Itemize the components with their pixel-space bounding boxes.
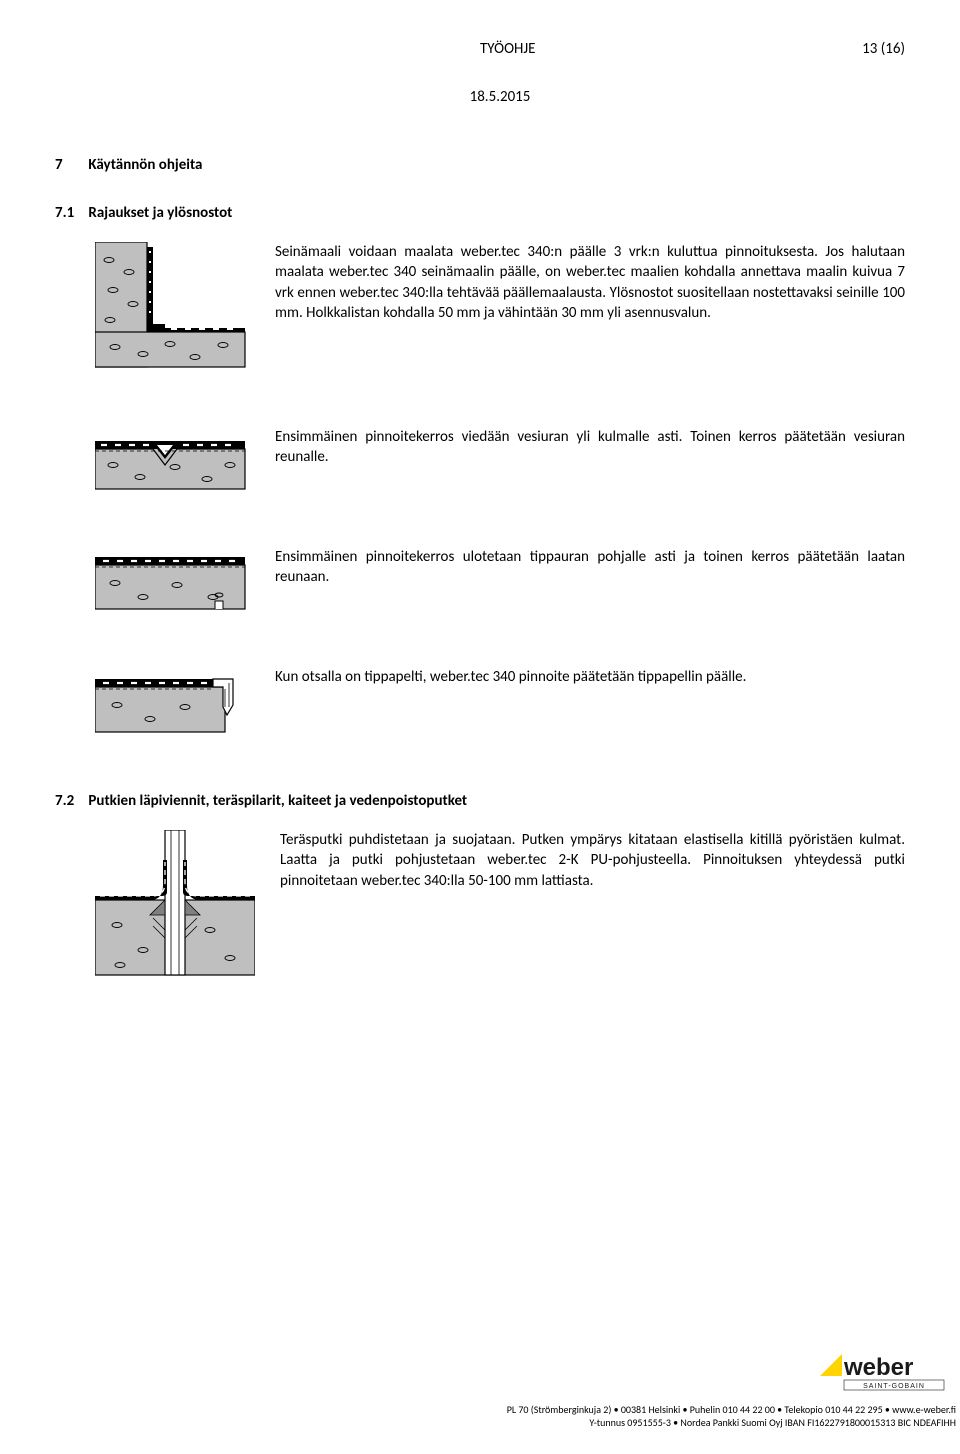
footer-line2: Y-tunnus 0951555-3 • Nordea Pankki Suomi…: [0, 1416, 960, 1429]
row-drip-flashing: Kun otsalla on tippapelti, weber.tec 340…: [95, 667, 905, 742]
section-72-number: 7.2: [55, 792, 85, 810]
para-pipe: Teräsputki puhdistetaan ja suojataan. Pu…: [280, 830, 905, 891]
section-71-number: 7.1: [55, 204, 85, 222]
diagram-drip-groove: [95, 547, 250, 617]
diagram-upturn: [95, 242, 250, 377]
diagram-groove: [95, 427, 250, 497]
para-drip-flashing: Kun otsalla on tippapelti, weber.tec 340…: [275, 667, 905, 687]
page-number: 13 (16): [862, 40, 905, 58]
doc-date: 18.5.2015: [95, 88, 905, 106]
para-groove: Ensimmäinen pinnoitekerros viedään vesiu…: [275, 427, 905, 468]
logo-sub: SAINT-GOBAIN: [863, 1383, 925, 1390]
section-7-number: 7: [55, 156, 85, 174]
row-drip-groove: Ensimmäinen pinnoitekerros ulotetaan tip…: [95, 547, 905, 617]
section-72-heading: 7.2 Putkien läpiviennit, teräspilarit, k…: [55, 792, 905, 810]
section-7-title: Käytännön ohjeita: [88, 156, 202, 174]
row-pipe: Teräsputki puhdistetaan ja suojataan. Pu…: [95, 830, 905, 985]
diagram-drip-flashing: [95, 667, 250, 742]
row-groove: Ensimmäinen pinnoitekerros viedään vesiu…: [95, 427, 905, 497]
section-7-heading: 7 Käytännön ohjeita: [55, 156, 905, 174]
para-upturn: Seinämaali voidaan maalata weber.tec 340…: [275, 242, 905, 323]
weber-logo: weber SAINT-GOBAIN: [820, 1350, 950, 1397]
header-row: TYÖOHJE 13 (16): [95, 40, 905, 58]
section-71-title: Rajaukset ja ylösnostot: [88, 204, 232, 222]
page: TYÖOHJE 13 (16) 18.5.2015 7 Käytännön oh…: [0, 0, 960, 1454]
section-71-heading: 7.1 Rajaukset ja ylösnostot: [55, 204, 905, 222]
diagram-pipe: [95, 830, 255, 985]
footer: weber SAINT-GOBAIN PL 70 (Strömberginkuj…: [0, 1350, 960, 1429]
footer-line1: PL 70 (Strömberginkuja 2) • 00381 Helsin…: [0, 1403, 960, 1416]
section-72-title: Putkien läpiviennit, teräspilarit, kaite…: [88, 792, 467, 810]
logo-text: weber: [843, 1354, 913, 1381]
row-upturn: Seinämaali voidaan maalata weber.tec 340…: [95, 242, 905, 377]
doc-type: TYÖOHJE: [480, 40, 535, 58]
para-drip-groove: Ensimmäinen pinnoitekerros ulotetaan tip…: [275, 547, 905, 588]
